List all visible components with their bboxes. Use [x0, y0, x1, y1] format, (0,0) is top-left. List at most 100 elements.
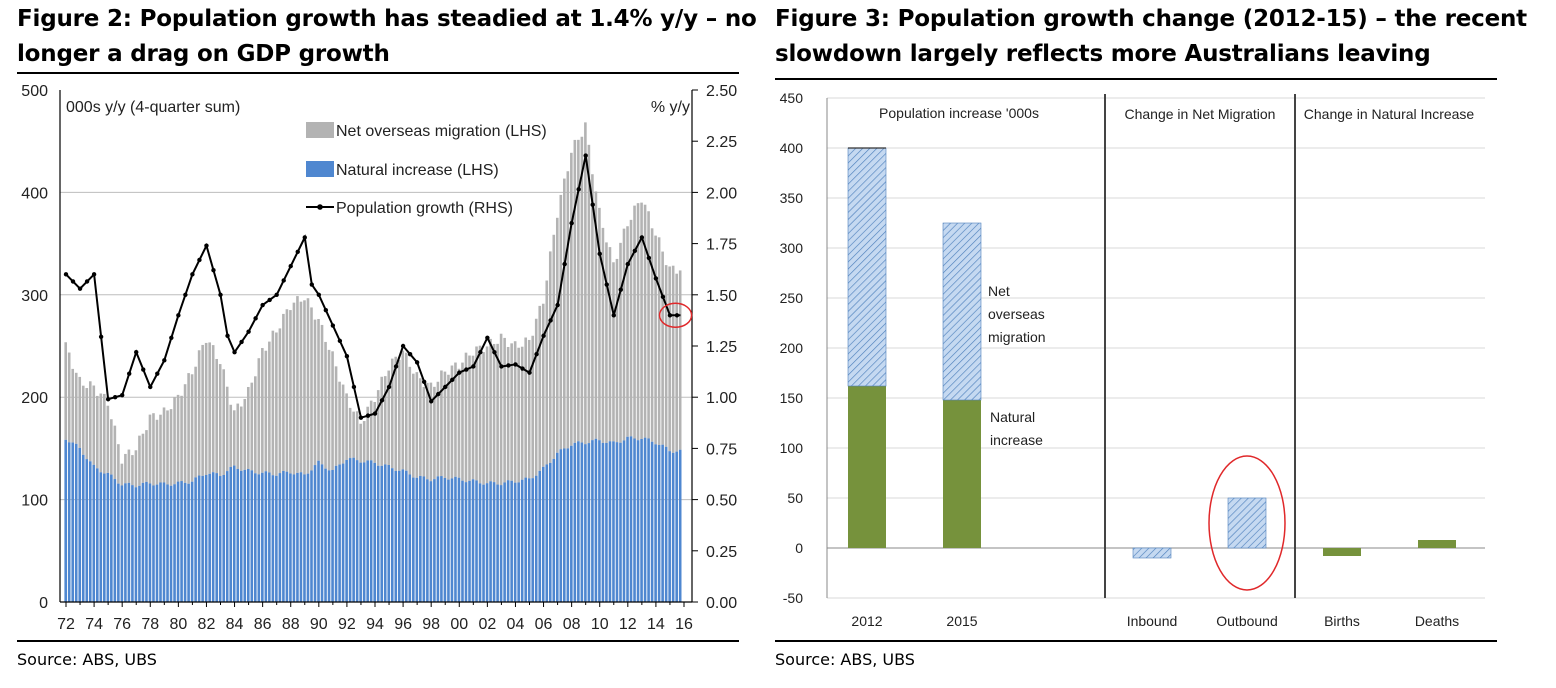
- natural-increase-bar: [88, 461, 92, 602]
- figure2-top-rule: [17, 72, 739, 74]
- migration-bar: [232, 410, 236, 466]
- migration-bar: [303, 300, 306, 475]
- natural-increase-bar: [131, 485, 134, 602]
- population-growth-point: [295, 249, 300, 254]
- population-growth-point: [590, 202, 595, 207]
- natural-increase-bar: [531, 478, 535, 602]
- migration-bar: [348, 407, 352, 459]
- natural-increase-bar: [355, 460, 359, 602]
- population-growth-point: [611, 313, 616, 318]
- migration-bar: [506, 346, 510, 481]
- migration-bar: [499, 333, 503, 486]
- natural-increase-bar: [454, 476, 457, 602]
- right-axis-tick-label: 1.25: [706, 339, 737, 356]
- migration-bar: [292, 302, 296, 475]
- natural-increase-bar: [429, 481, 433, 602]
- legend-natural-swatch: [306, 161, 334, 177]
- migration-bar: [563, 178, 566, 449]
- migration-bar: [215, 358, 218, 474]
- migration-bar: [664, 265, 668, 447]
- natural-increase-bar: [492, 482, 496, 602]
- y-axis-tick-label: 300: [780, 240, 804, 256]
- figure3-title-line2: slowdown largely reflects more Australia…: [775, 41, 1431, 67]
- population-growth-point: [246, 329, 251, 334]
- natural-increase-bar: [317, 460, 320, 602]
- x-axis-tick-label: 94: [366, 616, 384, 633]
- x-axis-tick-label: 14: [647, 616, 665, 633]
- migration-bar: [282, 313, 285, 471]
- natural-increase-bar: [292, 474, 296, 602]
- natural-increase-bar: [271, 475, 275, 602]
- natural-increase-bar: [489, 481, 492, 602]
- natural-increase-bar: [250, 470, 254, 602]
- migration-bar: [668, 266, 671, 452]
- migration-bar: [324, 341, 327, 469]
- migration-bar: [113, 425, 117, 480]
- natural-increase-bar: [85, 459, 89, 602]
- net-migration-bar: [1227, 497, 1267, 549]
- natural-increase-bar: [506, 480, 510, 602]
- migration-bar: [355, 411, 359, 461]
- migration-bar: [401, 350, 405, 470]
- figure3-title-line1: Figure 3: Population growth change (2012…: [775, 6, 1527, 32]
- migration-bar: [366, 406, 369, 461]
- natural-increase-bar: [331, 469, 334, 602]
- migration-bar: [152, 413, 155, 486]
- natural-increase-bar: [334, 465, 338, 602]
- natural-increase-bar: [622, 440, 626, 602]
- migration-bar: [426, 382, 429, 480]
- natural-increase-bar: [64, 439, 67, 602]
- net-migration-label: migration: [988, 329, 1046, 345]
- population-growth-point: [239, 339, 244, 345]
- migration-bar: [678, 270, 682, 450]
- natural-increase-bar: [668, 451, 671, 602]
- legend-migration-label: Net overseas migration (LHS): [336, 123, 547, 140]
- population-growth-point: [436, 391, 441, 397]
- migration-bar: [296, 296, 299, 473]
- population-growth-point: [443, 384, 448, 390]
- migration-bar: [626, 226, 629, 437]
- population-growth-point: [393, 364, 399, 369]
- migration-bar: [471, 355, 475, 480]
- natural-increase-bar: [387, 464, 391, 602]
- migration-bar: [320, 324, 324, 465]
- natural-increase-bar: [127, 482, 131, 602]
- panel-title-natural-increase: Change in Natural Increase: [1304, 106, 1475, 122]
- migration-bar: [615, 258, 619, 443]
- migration-bar: [584, 122, 587, 445]
- migration-bar: [485, 346, 489, 484]
- natural-increase-bar: [573, 442, 577, 602]
- migration-bar: [289, 310, 292, 474]
- population-growth-point: [112, 395, 118, 400]
- migration-bar: [478, 345, 482, 484]
- natural-increase-bar: [190, 481, 194, 602]
- migration-bar: [264, 350, 268, 472]
- natural-increase-bar: [433, 479, 436, 602]
- migration-bar: [110, 419, 113, 475]
- migration-bar: [482, 352, 485, 485]
- migration-bar: [675, 273, 678, 452]
- migration-bar: [461, 362, 464, 481]
- population-growth-point: [492, 349, 497, 355]
- migration-bar: [71, 368, 75, 443]
- natural-increase-bar: [394, 470, 398, 602]
- population-growth-point: [148, 384, 153, 390]
- migration-bar: [608, 247, 612, 442]
- natural-increase-bar: [67, 442, 71, 602]
- natural-increase-bar: [615, 442, 619, 602]
- natural-increase-bar: [81, 454, 85, 602]
- migration-bar: [541, 303, 545, 467]
- migration-bar: [640, 202, 643, 440]
- legend-line-marker: [317, 204, 323, 210]
- migration-bar: [629, 219, 633, 437]
- migration-bar: [180, 395, 183, 482]
- natural-increase-bar: [285, 471, 289, 602]
- x-axis-tick-label: 82: [198, 616, 216, 633]
- natural-increase-bar: [584, 444, 587, 602]
- migration-bar: [513, 341, 517, 483]
- population-growth-point: [562, 261, 567, 267]
- x-axis-tick-label: 80: [169, 616, 187, 633]
- migration-bar: [169, 409, 173, 486]
- migration-bar: [390, 358, 394, 469]
- migration-bar: [285, 309, 289, 472]
